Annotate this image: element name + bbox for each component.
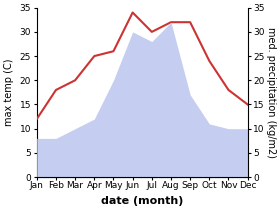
Y-axis label: med. precipitation (kg/m2): med. precipitation (kg/m2) <box>266 27 276 158</box>
X-axis label: date (month): date (month) <box>101 196 183 206</box>
Y-axis label: max temp (C): max temp (C) <box>4 59 14 126</box>
